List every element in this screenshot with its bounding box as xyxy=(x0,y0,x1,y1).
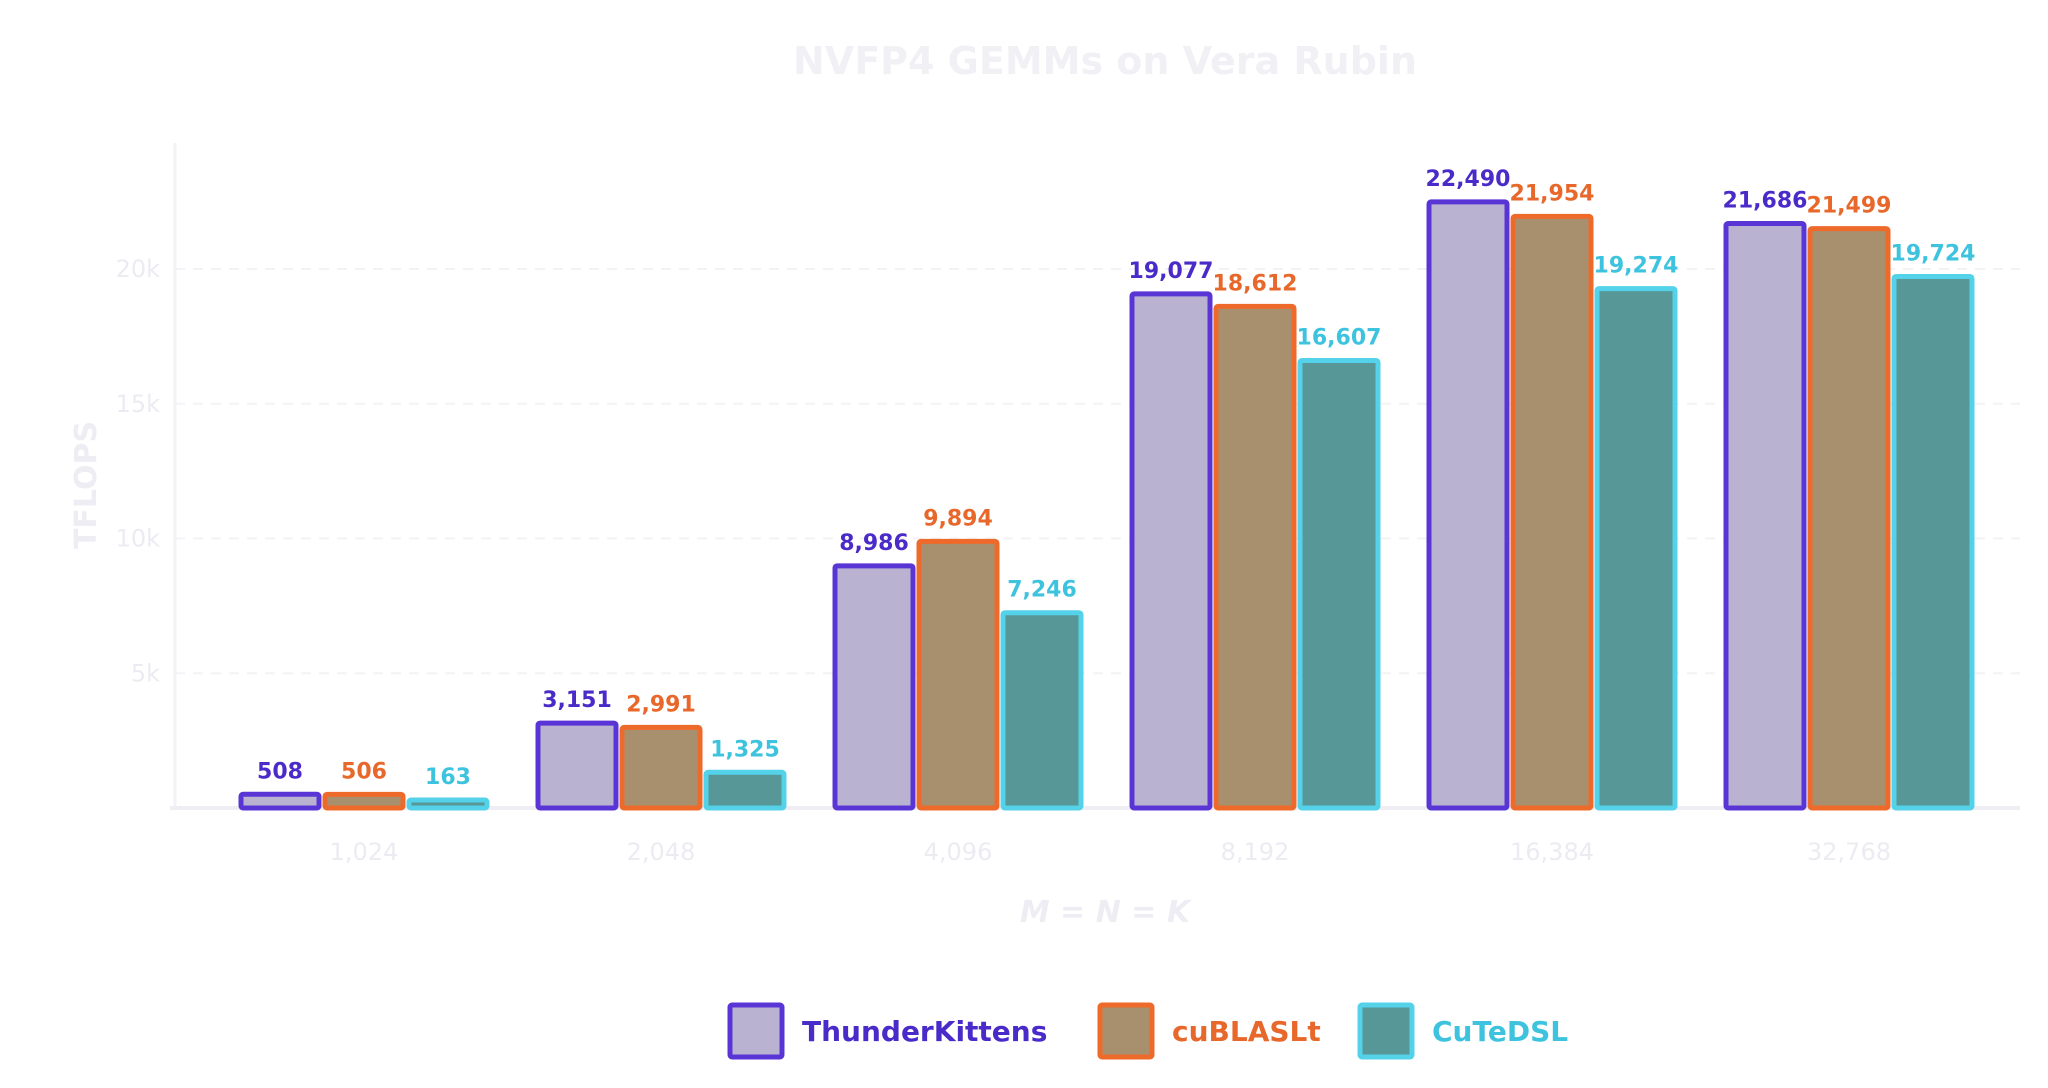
legend-item-cublaslt: cuBLASLt xyxy=(1097,1002,1321,1060)
y-tick-label: 5k xyxy=(131,659,160,687)
bar-cublaslt-8-192 xyxy=(1213,303,1297,811)
bar-cutedsl-2-048 xyxy=(703,769,787,811)
data-label-thunderkittens-32-768: 21,686 xyxy=(1723,189,1808,214)
bar-cublaslt-4-096 xyxy=(916,538,1000,811)
data-label-cutedsl-8-192: 16,607 xyxy=(1297,325,1382,350)
legend-label-cublaslt: cuBLASLt xyxy=(1172,1015,1321,1048)
data-label-thunderkittens-8-192: 19,077 xyxy=(1129,259,1214,284)
x-tick-label: 32,768 xyxy=(1807,838,1891,866)
gridlines xyxy=(175,268,2020,675)
y-tick-label: 10k xyxy=(116,525,161,553)
bar-cutedsl-16-384 xyxy=(1594,286,1678,811)
y-tick-label: 15k xyxy=(116,390,161,418)
bar-cublaslt-1-024 xyxy=(322,791,406,811)
data-label-thunderkittens-2-048: 3,151 xyxy=(542,688,612,713)
bar-cublaslt-2-048 xyxy=(619,724,703,811)
bar-thunderkittens-16-384 xyxy=(1426,199,1510,811)
bar-thunderkittens-4-096 xyxy=(832,563,916,811)
legend-item-cutedsl: CuTeDSL xyxy=(1357,1002,1568,1060)
data-label-thunderkittens-1-024: 508 xyxy=(257,759,303,784)
bar-cutedsl-32-768 xyxy=(1891,273,1975,811)
legend-label-thunderkittens: ThunderKittens xyxy=(802,1015,1047,1048)
chart-title: NVFP4 GEMMs on Vera Rubin xyxy=(793,39,1417,83)
data-label-thunderkittens-4-096: 8,986 xyxy=(839,531,909,556)
x-tick-label: 2,048 xyxy=(627,838,696,866)
y-tick-label: 20k xyxy=(116,255,161,283)
bar-thunderkittens-8-192 xyxy=(1129,291,1213,811)
legend-swatch-cublaslt xyxy=(1097,1002,1155,1060)
bar-cutedsl-8-192 xyxy=(1297,357,1381,811)
x-tick-label: 4,096 xyxy=(924,838,993,866)
bars xyxy=(238,199,1975,811)
bar-thunderkittens-1-024 xyxy=(238,791,322,811)
data-label-cutedsl-4-096: 7,246 xyxy=(1007,578,1077,603)
x-axis-title: M = N = K xyxy=(1020,895,1193,930)
legend-label-cutedsl: CuTeDSL xyxy=(1432,1015,1568,1048)
data-label-cutedsl-2-048: 1,325 xyxy=(710,737,780,762)
y-axis-ticks: 5k 10k 15k 20k xyxy=(116,255,161,687)
data-label-cublaslt-2-048: 2,991 xyxy=(626,692,696,717)
legend-swatch-thunderkittens xyxy=(727,1002,785,1060)
data-label-cublaslt-8-192: 18,612 xyxy=(1213,271,1298,296)
bar-cutedsl-1-024 xyxy=(406,797,490,811)
y-axis-title: TFLOPS xyxy=(69,421,104,549)
legend: ThunderKittens cuBLASLt CuTeDSL xyxy=(727,1002,1568,1060)
data-label-cublaslt-4-096: 9,894 xyxy=(923,506,993,531)
data-label-cublaslt-32-768: 21,499 xyxy=(1807,194,1892,219)
x-tick-label: 1,024 xyxy=(330,838,399,866)
data-label-cutedsl-1-024: 163 xyxy=(425,765,471,790)
data-label-cutedsl-32-768: 19,724 xyxy=(1891,241,1976,266)
data-label-cublaslt-16-384: 21,954 xyxy=(1510,181,1595,206)
x-tick-label: 16,384 xyxy=(1510,838,1594,866)
data-labels: 508 506 163 3,151 2,991 1,325 8,986 9,894 7,246 1… xyxy=(257,167,1975,790)
data-label-thunderkittens-16-384: 22,490 xyxy=(1426,167,1511,192)
legend-swatch-cutedsl xyxy=(1357,1002,1415,1060)
bar-cublaslt-16-384 xyxy=(1510,213,1594,811)
bar-thunderkittens-32-768 xyxy=(1723,221,1807,811)
data-label-cublaslt-1-024: 506 xyxy=(341,759,387,784)
data-label-cutedsl-16-384: 19,274 xyxy=(1594,254,1679,279)
x-tick-label: 8,192 xyxy=(1221,838,1290,866)
bar-thunderkittens-2-048 xyxy=(535,720,619,811)
bar-cutedsl-4-096 xyxy=(1000,610,1084,811)
bar-cublaslt-32-768 xyxy=(1807,226,1891,811)
x-axis-ticks: 1,024 2,048 4,096 8,192 16,384 32,768 xyxy=(330,838,1891,866)
legend-item-thunderkittens: ThunderKittens xyxy=(727,1002,1047,1060)
